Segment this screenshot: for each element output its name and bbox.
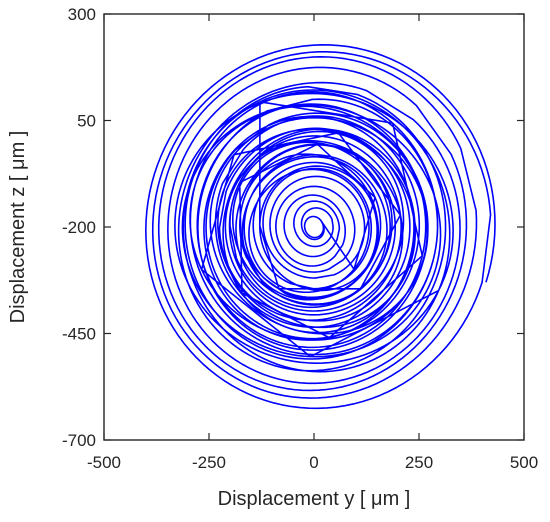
x-tick-label: -500 [87, 453, 121, 472]
x-tick-label: 500 [510, 453, 538, 472]
orbit-line [145, 44, 496, 410]
y-axis-ticks: -700 -450 -200 50 300 [62, 5, 524, 450]
y-tick-label: -700 [62, 431, 96, 450]
x-tick-label: 250 [405, 453, 433, 472]
x-axis-ticks: -500 -250 0 250 500 [87, 14, 538, 472]
y-tick-label: -200 [62, 218, 96, 237]
plot-frame [103, 13, 525, 441]
y-tick-label: 50 [77, 112, 96, 131]
y-axis-title: Displacement z [ μm ] [7, 131, 29, 324]
plot-area [145, 44, 496, 410]
x-tick-label: 0 [309, 453, 318, 472]
x-tick-label: -250 [192, 453, 226, 472]
y-tick-label: 300 [68, 5, 96, 24]
y-tick-label: -450 [62, 325, 96, 344]
x-axis-title: Displacement y [ μm ] [218, 488, 411, 510]
